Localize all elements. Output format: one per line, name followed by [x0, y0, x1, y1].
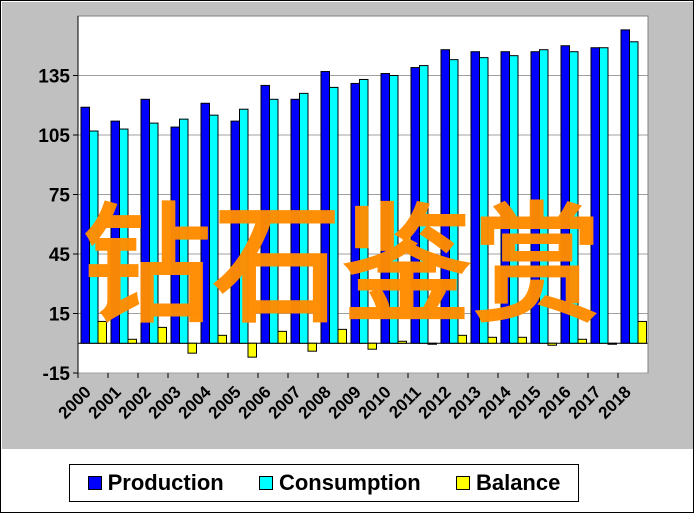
x-tick-label: 2015 — [505, 382, 545, 422]
bar-consumption-2014 — [509, 55, 519, 344]
y-tick-label: 105 — [38, 126, 70, 147]
bar-production-2012 — [440, 49, 450, 344]
bar-consumption-2006 — [269, 98, 279, 344]
bar-consumption-2005 — [239, 108, 249, 344]
x-tick-label: 2000 — [55, 382, 95, 422]
x-tick-label: 2002 — [115, 382, 155, 422]
bar-balance-2006 — [277, 330, 287, 344]
bar-consumption-2011 — [419, 65, 429, 344]
x-tick-label: 2008 — [295, 382, 335, 422]
x-tick-label: 2018 — [595, 382, 635, 422]
x-tick-label: 2009 — [325, 382, 365, 422]
bar-consumption-2013 — [479, 57, 489, 344]
bar-consumption-2003 — [179, 118, 189, 344]
bar-production-2007 — [290, 98, 300, 344]
bar-balance-2017 — [607, 342, 617, 345]
legend-swatch-consumption — [258, 476, 273, 490]
x-tick-label: 2004 — [175, 382, 216, 423]
bar-balance-2002 — [157, 326, 167, 344]
legend-item-balance: Balance — [455, 470, 561, 496]
legend-label-balance: Balance — [475, 470, 561, 495]
bar-consumption-2017 — [599, 47, 609, 344]
bar-consumption-2015 — [539, 49, 549, 344]
bar-consumption-2004 — [209, 114, 219, 344]
x-tick-label: 2003 — [145, 382, 185, 422]
bar-production-2014 — [500, 51, 510, 344]
legend-item-consumption: Consumption — [258, 470, 421, 496]
bar-consumption-2008 — [329, 86, 339, 344]
bar-production-2018 — [620, 29, 630, 344]
bar-consumption-2012 — [449, 59, 459, 344]
bar-balance-2003 — [187, 342, 197, 354]
y-tick-label: 135 — [38, 67, 70, 88]
bar-consumption-2016 — [569, 51, 579, 344]
bar-production-2016 — [560, 45, 570, 344]
bar-production-2002 — [140, 98, 150, 344]
legend-label-consumption: Consumption — [278, 470, 421, 495]
y-tick-label: 15 — [49, 305, 71, 326]
bar-production-2010 — [380, 73, 390, 344]
bar-balance-2005 — [247, 342, 257, 358]
bar-consumption-2000 — [89, 130, 99, 344]
bar-balance-2016 — [577, 338, 587, 344]
bar-balance-2014 — [517, 336, 527, 344]
bar-balance-2010 — [397, 340, 407, 344]
bar-production-2000 — [80, 106, 90, 344]
bar-production-2015 — [530, 51, 540, 344]
bar-production-2009 — [350, 82, 360, 344]
y-tick-label: 75 — [49, 186, 71, 207]
bar-balance-2000 — [97, 320, 107, 344]
bar-production-2004 — [200, 102, 210, 344]
legend-swatch-balance — [455, 476, 470, 490]
x-tick-label: 2013 — [445, 382, 485, 422]
bar-production-2001 — [110, 120, 120, 344]
bar-balance-2013 — [487, 336, 497, 344]
bar-consumption-2007 — [299, 92, 309, 344]
bar-production-2017 — [590, 47, 600, 344]
bar-production-2005 — [230, 120, 240, 344]
bar-production-2008 — [320, 71, 330, 344]
legend: Production Consumption Balance — [69, 464, 579, 502]
legend-swatch-production — [87, 476, 102, 490]
bar-production-2006 — [260, 84, 270, 344]
legend-label-production: Production — [107, 470, 224, 495]
bar-balance-2018 — [637, 320, 647, 344]
bar-balance-2011 — [427, 342, 437, 345]
legend-item-production: Production — [87, 470, 224, 496]
y-tick-label: 45 — [49, 245, 71, 266]
x-tick-label: 2007 — [265, 382, 305, 422]
bar-balance-2012 — [457, 334, 467, 344]
bar-consumption-2018 — [629, 41, 639, 344]
x-tick-label: 2006 — [235, 382, 275, 422]
bar-balance-2015 — [547, 342, 557, 346]
bar-balance-2007 — [307, 342, 317, 352]
bar-balance-2008 — [337, 328, 347, 344]
bar-production-2003 — [170, 126, 180, 344]
chart: -151545751051352000200120022003200420052… — [38, 15, 649, 423]
plot-area-background: -15 15 45 75 105 135 2000 2001 2002 2003 2004 2005 2… — [2, 2, 693, 449]
x-tick-label: 2014 — [475, 382, 516, 423]
bar-consumption-2001 — [119, 128, 129, 344]
bar-balance-2004 — [217, 334, 227, 344]
bar-consumption-2002 — [149, 122, 159, 344]
x-tick-label: 2011 — [385, 382, 425, 422]
x-tick-label: 2017 — [565, 382, 605, 422]
bar-production-2011 — [410, 67, 420, 344]
y-tick-label: -15 — [43, 364, 71, 385]
x-tick-label: 2016 — [535, 382, 575, 422]
bar-consumption-2009 — [359, 78, 369, 344]
bar-balance-2001 — [127, 338, 137, 344]
x-tick-label: 2005 — [205, 382, 245, 422]
bar-production-2013 — [470, 51, 480, 344]
bar-consumption-2010 — [389, 75, 399, 344]
x-tick-label: 2010 — [355, 382, 395, 422]
x-tick-label: 2012 — [415, 382, 455, 422]
x-tick-label: 2001 — [85, 382, 125, 422]
bar-balance-2009 — [367, 342, 377, 350]
